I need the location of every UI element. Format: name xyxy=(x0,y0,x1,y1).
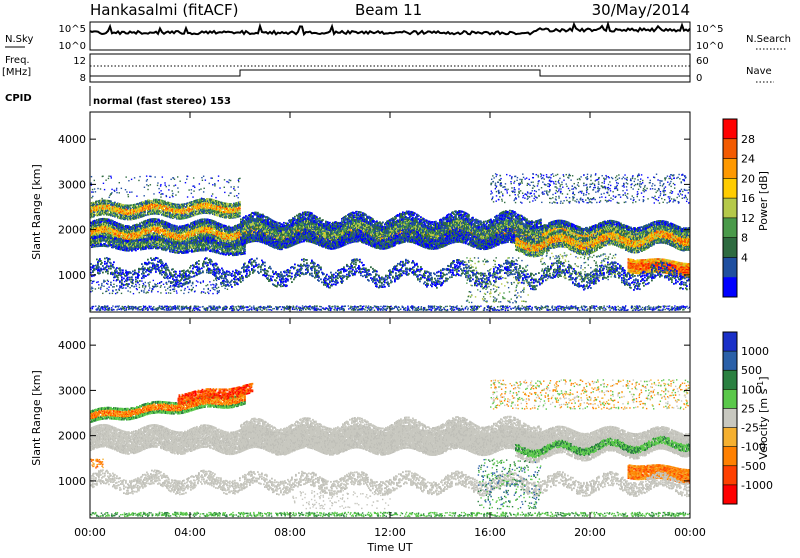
heatmap-cell xyxy=(301,241,303,243)
cpid-text: normal (fast stereo) 153 xyxy=(93,96,231,107)
heatmap-cell xyxy=(114,221,116,223)
cpid-label: CPID xyxy=(5,93,32,104)
heatmap-cell xyxy=(145,220,147,222)
freq-label-1: Freq. xyxy=(5,55,30,66)
nsky-tick-top: 10^5 xyxy=(59,24,86,35)
nave-label: Nave xyxy=(746,66,772,77)
heatmap-cell xyxy=(221,224,223,226)
heatmap-cell xyxy=(183,234,185,236)
nave-trace xyxy=(90,70,690,76)
heatmap-cell xyxy=(235,225,237,227)
power-data xyxy=(90,173,692,311)
date-title: 30/May/2014 xyxy=(592,1,690,19)
nsky-label: N.Sky xyxy=(5,34,33,45)
nsearch-tick-bottom: 10^0 xyxy=(696,41,723,52)
heatmap-cell xyxy=(116,222,118,224)
beam-title: Beam 11 xyxy=(355,1,422,19)
nsky-panel: N.Sky 10^5 10^0 10^5 10^0 N.Search xyxy=(5,22,791,52)
freq-tick-top: 12 xyxy=(73,56,86,67)
heatmap-cell xyxy=(215,221,217,223)
heatmap-cell xyxy=(139,222,141,224)
station-title: Hankasalmi (fitACF) xyxy=(90,1,238,19)
heatmap-cell xyxy=(144,237,146,239)
heatmap-cell xyxy=(128,236,130,238)
heatmap-cell xyxy=(345,243,347,245)
nave-tick-bottom: 0 xyxy=(696,73,702,84)
heatmap-cell xyxy=(176,225,178,227)
freq-label-2: [MHz] xyxy=(2,67,31,78)
heatmap-cell xyxy=(202,218,204,220)
heatmap-cell xyxy=(229,240,231,242)
nsearch-tick-top: 10^5 xyxy=(696,24,723,35)
nsky-trace xyxy=(90,24,690,34)
freq-tick-bottom: 8 xyxy=(80,73,86,84)
heatmap-cell xyxy=(113,230,115,232)
heatmap-cell xyxy=(197,220,199,222)
nave-tick-top: 60 xyxy=(696,56,709,67)
heatmap-cell xyxy=(155,218,157,220)
heatmap-cell xyxy=(162,220,164,222)
freq-panel: Freq. [MHz] 12 8 60 0 Nave xyxy=(2,54,774,84)
heatmap-cell xyxy=(96,219,98,221)
nsky-tick-bottom: 10^0 xyxy=(59,41,86,52)
nsearch-label: N.Search xyxy=(746,34,791,45)
